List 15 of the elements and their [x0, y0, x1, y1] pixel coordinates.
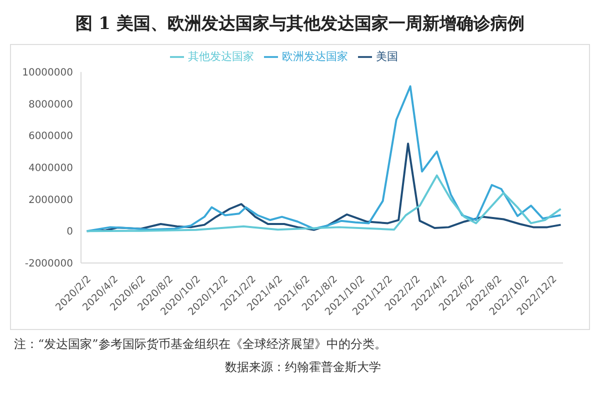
chart-title: 图 1 美国、欧洲发达国家与其他发达国家一周新增确诊病例 — [74, 13, 526, 36]
source-note: 数据来源：约翰霍普金斯大学 — [224, 359, 382, 376]
text: 注：“发达国家”参考国际货币基金组织在《全球经济展望》中的分类。 — [13, 336, 388, 353]
y-tick-label: 10000000 — [22, 68, 73, 79]
legend-label: 其他发达国家 — [188, 50, 254, 63]
y-tick-label: 0 — [66, 226, 73, 238]
legend-label: 欧洲发达国家 — [282, 50, 348, 63]
y-tick-label: -2000000 — [24, 258, 73, 270]
y-tick-label: 4000000 — [28, 163, 73, 174]
legend-label: 美国 — [376, 50, 398, 63]
y-tick-label: 2000000 — [28, 194, 73, 206]
y-tick-label: 8000000 — [28, 99, 73, 110]
y-tick-label: 6000000 — [28, 131, 73, 142]
line-series — [86, 174, 562, 232]
line-series — [86, 85, 562, 232]
